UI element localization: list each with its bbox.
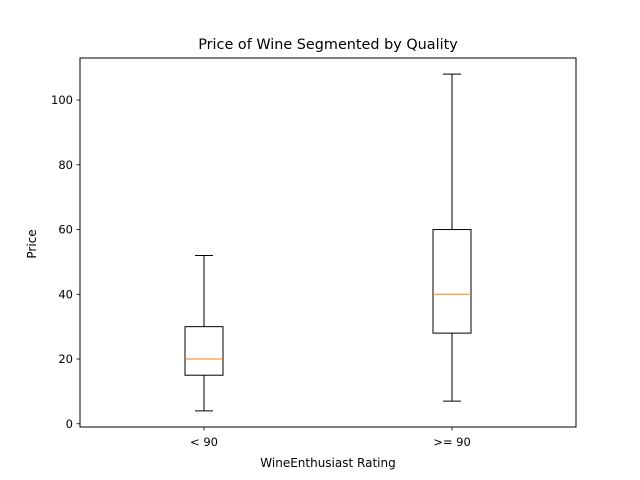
- x-axis: < 90 >= 90: [190, 427, 471, 449]
- y-axis-label: Price: [25, 229, 39, 258]
- y-tick-label: 40: [58, 287, 73, 301]
- y-tick-label: 100: [51, 93, 73, 107]
- y-tick-label: 60: [58, 223, 73, 237]
- chart-title: Price of Wine Segmented by Quality: [198, 37, 458, 53]
- plot-area: [79, 57, 577, 428]
- y-tick-label: 20: [58, 352, 73, 366]
- iqr-box: [184, 326, 224, 376]
- y-axis: 0 20 40 60 80 100: [51, 93, 80, 431]
- plot-frame: [79, 57, 577, 428]
- x-tick-label: >= 90: [433, 435, 471, 449]
- x-tick-label: < 90: [190, 435, 218, 449]
- box-1: [432, 73, 472, 402]
- y-tick-label: 80: [58, 158, 73, 172]
- x-axis-label: WineEnthusiast Rating: [260, 456, 395, 470]
- boxes: [184, 73, 472, 412]
- y-tick-label: 0: [66, 417, 73, 431]
- box-0: [184, 254, 224, 412]
- iqr-box: [432, 229, 472, 334]
